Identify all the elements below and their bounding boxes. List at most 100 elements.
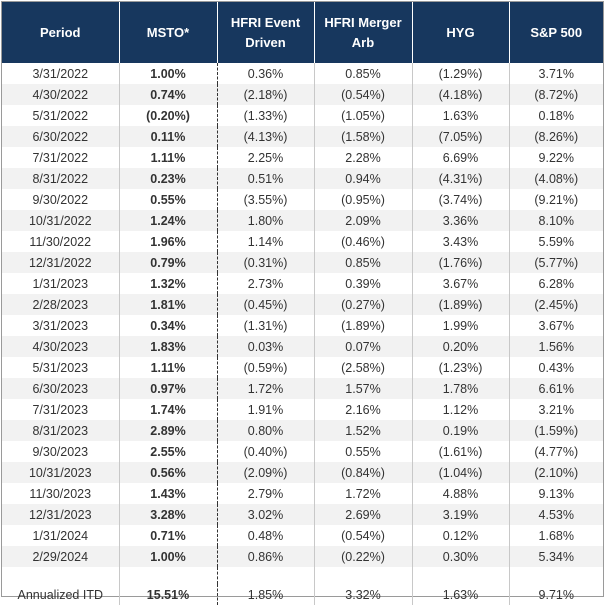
table-row: 10/31/2023 0.56% (2.09%) (0.84%) (1.04%) (2.1…: [2, 462, 603, 483]
cell-period: 10/31/2022: [2, 210, 120, 231]
cell-msto: 0.34%: [118, 315, 218, 336]
cell-msto: 2.89%: [118, 420, 218, 441]
cell-hfri-event-driven: 2.79%: [217, 483, 315, 504]
cell-hyg: 0.12%: [412, 525, 510, 546]
cell-hyg: (4.31%): [412, 168, 510, 189]
cell-msto: 1.11%: [118, 357, 218, 378]
cell-msto: 0.71%: [118, 525, 218, 546]
cell-hfri-merger-arb: 2.09%: [314, 210, 413, 231]
cell-msto: 0.56%: [118, 462, 218, 483]
cell-hyg: (7.05%): [412, 126, 510, 147]
cell-period: 9/30/2022: [2, 189, 120, 210]
cell-hfri-event-driven: 1.91%: [217, 399, 315, 420]
table-row: 8/31/2023 2.89% 0.80% 1.52% 0.19% (1.59%): [2, 420, 603, 441]
cell-msto: 1.81%: [118, 294, 218, 315]
cell-period: 3/31/2022: [2, 63, 120, 84]
cell-hfri-event-driven: (1.31%): [217, 315, 315, 336]
cell-hyg: 0.30%: [412, 546, 510, 567]
cell-sp500: 3.71%: [538, 66, 574, 81]
cell-hfri-event-driven: 1.72%: [217, 378, 315, 399]
cell-sp500: 9.13%: [538, 486, 574, 501]
table-row: 11/30/2022 1.96% 1.14% (0.46%) 3.43% 5.59%: [2, 231, 603, 252]
cell-period: 7/31/2023: [2, 399, 120, 420]
header-period: Period: [2, 2, 120, 63]
table-row: 9/30/2022 0.55% (3.55%) (0.95%) (3.74%) (9.21…: [2, 189, 603, 210]
cell-hfri-event-driven: 3.02%: [217, 504, 315, 525]
table-row: 12/31/2022 0.79% (0.31%) 0.85% (1.76%) (5.77%…: [2, 252, 603, 273]
spacer-cell: [118, 567, 218, 584]
cell-hfri-merger-arb: 1.57%: [314, 378, 413, 399]
cell-hyg: 3.43%: [412, 231, 510, 252]
table-row: 11/30/2023 1.43% 2.79% 1.72% 4.88% 9.13%: [2, 483, 603, 504]
cell-sp500: (4.77%): [534, 444, 579, 459]
cell-hfri-merger-arb: 0.07%: [314, 336, 413, 357]
cell-hfri-merger-arb: 1.52%: [314, 420, 413, 441]
cell-hyg: 3.67%: [412, 273, 510, 294]
cell-hyg: 6.69%: [412, 147, 510, 168]
cell-sp500: (1.59%): [509, 420, 603, 441]
cell-period: 3/31/2023: [2, 315, 120, 336]
summary-hyg: 1.63%: [412, 584, 510, 605]
cell-period: 11/30/2023: [2, 483, 120, 504]
cell-sp500: (4.08%): [509, 168, 603, 189]
cell-period: 2/28/2023: [2, 294, 120, 315]
cell-hyg: (1.89%): [412, 294, 510, 315]
cell-period: 12/31/2022: [2, 252, 120, 273]
cell-period: 10/31/2023: [2, 462, 120, 483]
cell-hfri-merger-arb: 2.16%: [314, 399, 413, 420]
cell-hyg: (4.18%): [412, 84, 510, 105]
cell-period: 6/30/2023: [2, 378, 120, 399]
cell-sp500: 1.68%: [538, 528, 574, 543]
cell-hfri-merger-arb: (1.89%): [314, 315, 413, 336]
cell-period: 8/31/2022: [2, 168, 120, 189]
cell-hfri-event-driven: (2.09%): [217, 462, 315, 483]
summary-row: Annualized ITD 15.51% 1.85% 3.32% 1.63% 9.71%: [2, 584, 603, 605]
spacer-cell: [314, 567, 413, 584]
cell-msto: 0.11%: [118, 126, 218, 147]
cell-hfri-merger-arb: (2.58%): [314, 357, 413, 378]
cell-msto: 1.24%: [118, 210, 218, 231]
cell-hfri-merger-arb: 0.94%: [314, 168, 413, 189]
cell-msto: 0.55%: [118, 189, 218, 210]
table-row: 4/30/2022 0.74% (2.18%) (0.54%) (4.18%) (8.72…: [2, 84, 603, 105]
cell-sp500: 9.22%: [538, 150, 574, 165]
cell-hyg: 3.36%: [412, 210, 510, 231]
cell-msto: 0.23%: [118, 168, 218, 189]
table-body: 3/31/2022 1.00% 0.36% 0.85% (1.29%) 3.71% 4/30…: [2, 63, 603, 605]
table-row: 5/31/2022 (0.20%) (1.33%) (1.05%) 1.63% 0.18%: [2, 105, 603, 126]
cell-hyg: (1.61%): [412, 441, 510, 462]
table-row: 7/31/2022 1.11% 2.25% 2.28% 6.69% 9.22%: [2, 147, 603, 168]
cell-hfri-event-driven: 2.73%: [217, 273, 315, 294]
cell-hfri-event-driven: 0.51%: [217, 168, 315, 189]
summary-hfri-merger-arb: 3.32%: [314, 584, 413, 605]
cell-hfri-event-driven: (0.40%): [217, 441, 315, 462]
cell-hfri-merger-arb: (0.54%): [314, 525, 413, 546]
cell-hfri-event-driven: (1.33%): [217, 105, 315, 126]
cell-hfri-merger-arb: (1.58%): [314, 126, 413, 147]
cell-hyg: (1.29%): [412, 63, 510, 84]
cell-period: 12/31/2023: [2, 504, 120, 525]
cell-period: 8/31/2023: [2, 420, 120, 441]
header-hfri-merger-arb: HFRI Merger Arb: [314, 2, 413, 63]
table-row: 1/31/2023 1.32% 2.73% 0.39% 3.67% 6.28%: [2, 273, 603, 294]
cell-msto: 1.32%: [118, 273, 218, 294]
header-row: Period MSTO* HFRI Event Driven HFRI Merg…: [2, 2, 603, 63]
cell-sp500: (2.45%): [509, 294, 603, 315]
cell-hyg: (1.76%): [412, 252, 510, 273]
table-row: 1/31/2024 0.71% 0.48% (0.54%) 0.12% 1.68%: [2, 525, 603, 546]
cell-hfri-event-driven: 0.03%: [217, 336, 315, 357]
table-row: 3/31/2022 1.00% 0.36% 0.85% (1.29%) 3.71%: [2, 63, 603, 84]
cell-msto: 3.28%: [118, 504, 218, 525]
header-msto: MSTO*: [119, 2, 218, 63]
spacer-cell: [509, 567, 603, 584]
cell-msto: (0.20%): [118, 105, 218, 126]
cell-msto: 0.79%: [118, 252, 218, 273]
cell-sp500: 6.28%: [538, 276, 574, 291]
cell-sp500: 6.61%: [509, 378, 603, 399]
header-sp500: S&P 500: [509, 2, 603, 63]
cell-hfri-merger-arb: 2.28%: [314, 147, 413, 168]
cell-sp500: 5.59%: [538, 234, 574, 249]
cell-sp500: 5.34%: [509, 546, 603, 567]
table-row: 2/28/2023 1.81% (0.45%) (0.27%) (1.89%) (2.45…: [2, 294, 603, 315]
